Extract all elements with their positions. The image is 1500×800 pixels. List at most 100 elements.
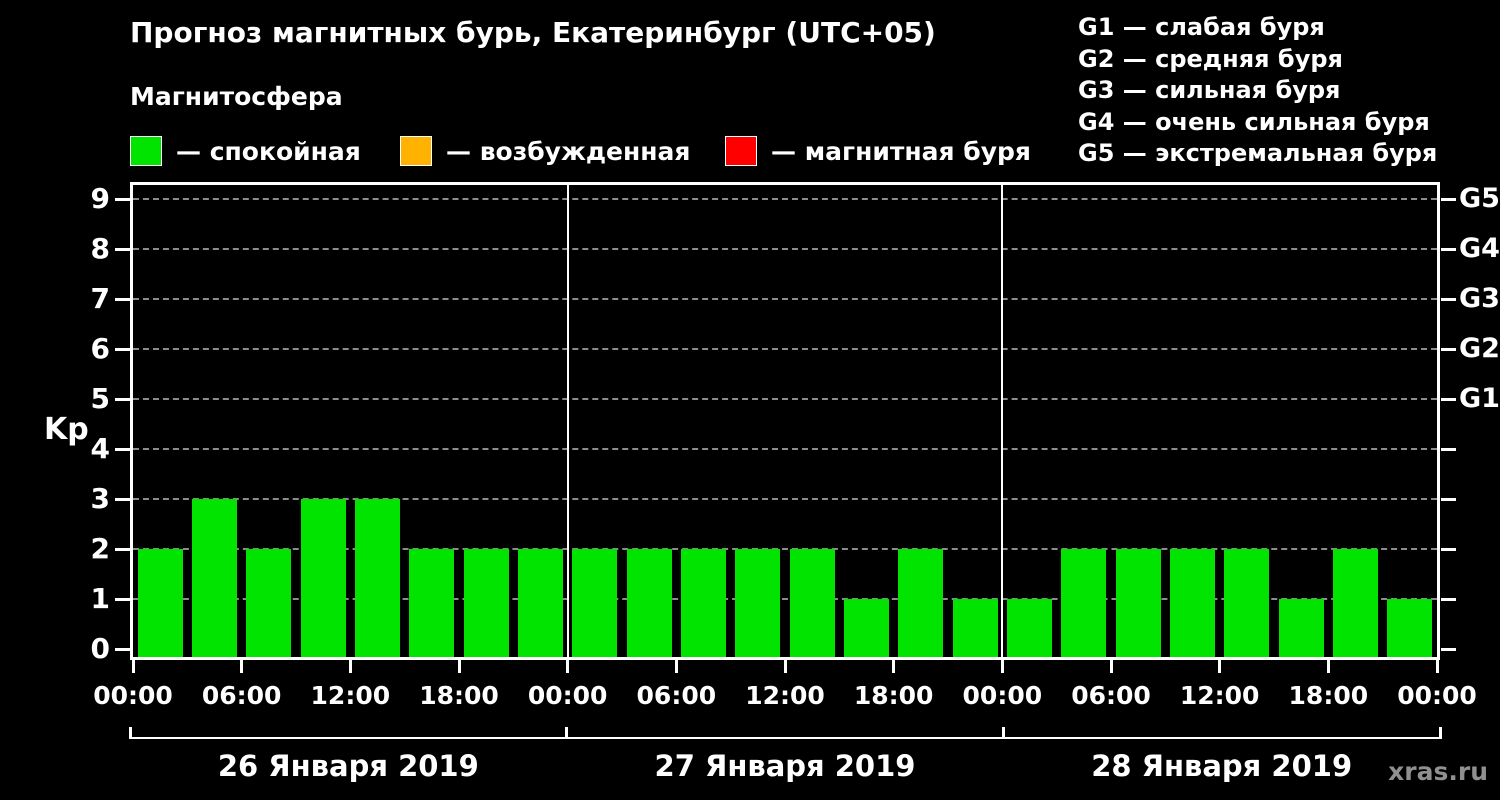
kp-bar [517,549,564,657]
g-legend-line-g3: G3 — сильная буря [1078,76,1341,104]
legend-item-excited: — возбужденная [400,133,690,169]
kp-bar [191,499,238,657]
kp-bar [1278,599,1324,657]
gridline [133,548,1437,550]
day-separator-line [1001,185,1004,657]
x-axis-tick [674,660,678,673]
storm-color-swatch [725,136,757,166]
x-axis-tick-label: 00:00 [93,681,173,710]
kp-bar [1061,549,1107,657]
g-axis-tick [1441,648,1456,651]
watermark: xras.ru [1388,757,1488,786]
x-axis-tick-label: 12:00 [1179,681,1260,710]
kp-bar [735,549,781,657]
y-axis-tick [115,448,130,451]
date-axis-line [130,737,1440,739]
y-axis-tick [115,298,130,301]
chart-title: Прогноз магнитных бурь, Екатеринбург (UT… [130,16,936,49]
g-scale-legend: G1 — слабая буря G2 — средняя буря G3 — … [1078,12,1437,170]
x-axis-tick [348,660,352,673]
kp-bar [1224,549,1270,657]
y-axis-tick [115,198,130,201]
x-axis-tick [457,660,461,673]
kp-bar [789,549,835,657]
date-axis-tick [565,727,569,739]
kp-bar [572,549,618,657]
g-axis-tick [1441,448,1456,451]
g-axis-tick [1441,348,1456,351]
legend-label-quiet: — спокойная [176,136,361,166]
g-axis-label: G4 [1459,233,1500,264]
kp-bar [1169,549,1216,657]
date-axis-tick [1001,727,1005,739]
x-axis-tick-label: 18:00 [1288,681,1369,710]
y-axis-tick-label: 1 [90,582,110,615]
gridline [133,348,1437,350]
x-axis-tick [1109,660,1113,673]
y-axis-tick [115,648,130,651]
g-axis-label: G1 [1459,383,1500,414]
x-axis-tick-label: 00:00 [527,681,608,710]
g-legend-line-g4: G4 — очень сильная буря [1078,107,1430,136]
quiet-color-swatch [130,136,162,166]
x-axis-tick-label: 06:00 [636,681,717,710]
y-axis-tick-label: 7 [90,282,110,315]
date-axis-tick [128,727,132,739]
x-axis-tick [783,660,787,673]
g-axis-tick [1441,398,1456,401]
g-axis-label: G3 [1459,283,1500,314]
y-axis-tick-label: 4 [90,432,110,465]
y-axis-label: Kp [44,412,89,447]
y-axis-tick [115,598,130,601]
x-axis-tick-label: 18:00 [853,681,934,710]
kp-bar [843,599,890,657]
kp-bar [626,549,672,657]
legend-label-storm: — магнитная буря [771,136,1031,166]
g-legend-line-g2: G2 — средняя буря [1078,44,1343,73]
date-label: 28 Января 2019 [1091,749,1353,783]
y-axis-tick-label: 9 [90,182,110,215]
magnetosphere-label: Магнитосфера [130,82,343,111]
date-axis-tick [1438,727,1442,739]
x-axis-tick [1326,660,1330,673]
kp-bar [409,549,455,657]
kp-bar [137,549,183,657]
x-axis-tick [1435,660,1439,673]
g-axis-tick [1441,248,1456,251]
kp-bar [1387,599,1433,657]
kp-bar [898,549,944,657]
kp-bar [246,549,292,657]
x-axis-tick-label: 18:00 [419,681,499,710]
gridline [133,248,1437,250]
x-axis-tick-label: 00:00 [1397,681,1477,710]
g-axis-tick [1441,198,1456,201]
y-axis-tick-label: 5 [90,382,110,415]
y-axis-tick-label: 0 [90,632,110,665]
x-axis-tick-label: 12:00 [745,681,825,710]
x-axis-tick [131,660,135,673]
kp-bar [1332,549,1379,657]
kp-bar [952,599,998,657]
y-axis-tick-label: 6 [90,332,110,365]
g-axis-tick [1441,298,1456,301]
g-axis-label: G2 [1459,333,1500,364]
x-axis-tick [1000,660,1004,673]
y-axis-tick [115,398,130,401]
x-axis-tick [892,660,896,673]
kp-bar [1006,599,1053,657]
gridline [133,298,1437,300]
x-axis-tick [240,660,244,673]
plot-area [130,182,1440,660]
kp-bar [354,499,401,657]
kp-bar [1115,549,1161,657]
y-axis-tick-label: 3 [90,482,110,515]
excited-color-swatch [400,136,432,166]
y-axis-tick-label: 8 [90,232,110,265]
kp-bar [463,549,509,657]
g-legend-line-g1: G1 — слабая буря [1078,13,1325,41]
g-axis-tick [1441,498,1456,501]
g-axis-tick [1441,548,1456,551]
date-label: 26 Января 2019 [217,749,479,783]
kp-bar [300,499,346,657]
